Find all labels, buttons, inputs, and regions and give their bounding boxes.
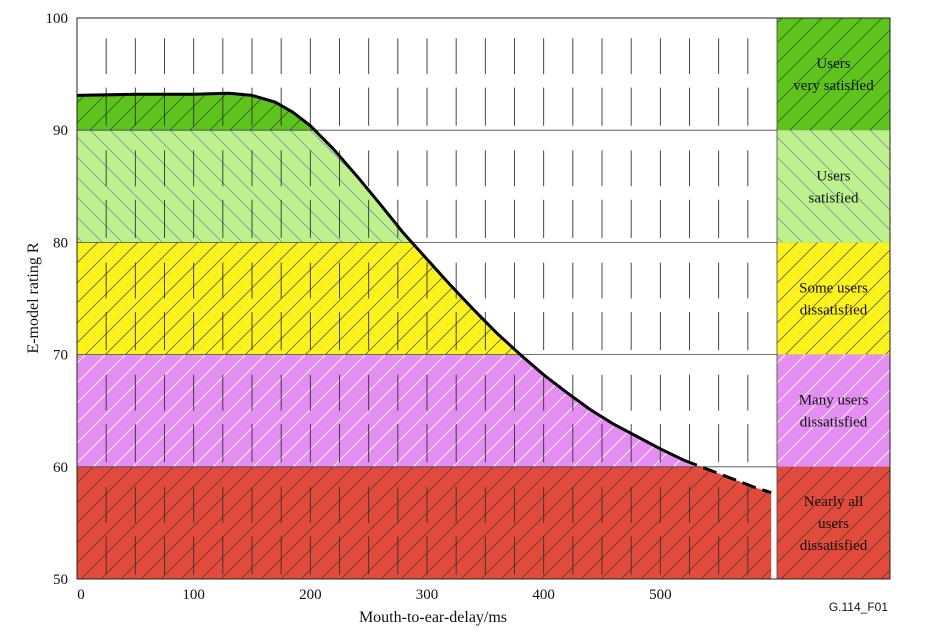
band-hatch-4 bbox=[77, 466, 772, 579]
x-tick-label: 500 bbox=[649, 587, 672, 603]
y-tick-label: 50 bbox=[53, 572, 68, 588]
y-axis-title: E-model rating R bbox=[25, 242, 42, 353]
band-label: very satisfied bbox=[793, 78, 874, 94]
rating-curve-solid bbox=[76, 91, 685, 462]
figure-code: G.114_F01 bbox=[829, 600, 888, 614]
legend-hatch-3 bbox=[777, 354, 890, 467]
legend-hatch-0 bbox=[777, 18, 890, 131]
band-label: Some users bbox=[799, 281, 868, 297]
legend-hatch-1 bbox=[777, 130, 890, 243]
rating-curve-dashed bbox=[683, 458, 772, 495]
y-tick-label: 80 bbox=[53, 235, 68, 251]
y-tick-label: 100 bbox=[46, 11, 69, 27]
legend-hatch-2 bbox=[777, 242, 890, 355]
band-label: Many users bbox=[799, 393, 869, 409]
band-label: dissatisfied bbox=[800, 303, 868, 319]
band-label: users bbox=[818, 516, 849, 532]
x-tick-label: 300 bbox=[416, 587, 439, 603]
y-axis-ticks: 50 60 70 80 90 100 bbox=[46, 11, 69, 588]
band-boundaries bbox=[77, 129, 890, 468]
band-label: Users bbox=[816, 56, 850, 72]
band-label: satisfied bbox=[809, 190, 859, 206]
y-tick-label: 70 bbox=[53, 348, 68, 364]
band-label: Nearly all bbox=[804, 494, 864, 510]
x-axis-title: Mouth-to-ear-delay/ms bbox=[359, 609, 507, 626]
x-axis-ticks: 0 100 200 300 400 500 bbox=[77, 587, 671, 603]
x-tick-label: 0 bbox=[77, 587, 85, 603]
legend-hatch-4 bbox=[777, 466, 890, 579]
plot-frame bbox=[76, 17, 891, 580]
y-tick-label: 60 bbox=[53, 460, 68, 476]
band-label: dissatisfied bbox=[800, 415, 868, 431]
y-tick-label: 90 bbox=[53, 123, 68, 139]
band-label: dissatisfied bbox=[800, 538, 868, 554]
x-tick-label: 200 bbox=[299, 587, 322, 603]
rating-curve bbox=[76, 91, 772, 495]
x-tick-label: 100 bbox=[182, 587, 205, 603]
band-label: Users bbox=[816, 168, 850, 184]
satisfaction-legend: Users very satisfied Users satisfied Some us… bbox=[776, 18, 890, 579]
x-tick-label: 400 bbox=[532, 587, 555, 603]
